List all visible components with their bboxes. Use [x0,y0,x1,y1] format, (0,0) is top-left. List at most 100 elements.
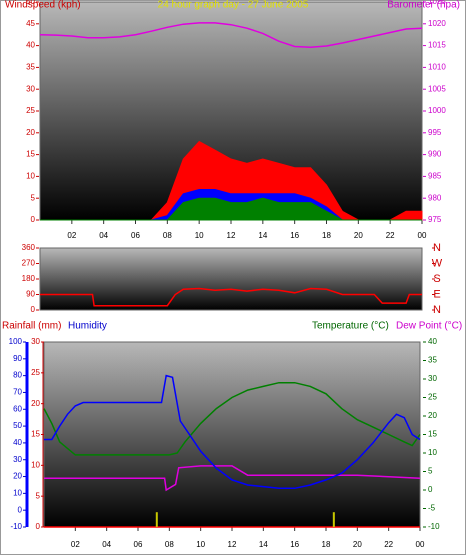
y-tick-label: 25 [26,106,35,115]
y2-tick-label: 20 [428,411,437,420]
y-tick-label: 270 [22,259,36,268]
x-tick-label: 02 [67,231,76,240]
y-tick-label: 0 [31,305,36,314]
y2-tick-label: 985 [428,172,442,181]
axis-title: Humidity [68,321,107,332]
y2-tick-label: 35 [428,356,437,365]
x-tick-label: 10 [195,231,204,240]
axis-title: Temperature (°C) [312,321,389,332]
y2-tick-label: 1000 [428,106,446,115]
plot-area [43,341,421,528]
y2-tick-label: 1005 [428,84,446,93]
x-tick-label: 10 [196,540,205,549]
y-tick-label: 360 [22,243,36,252]
y-tick-label: 90 [13,354,22,363]
line [39,22,423,49]
x-tick-label: 16 [290,231,299,240]
y2-tick-label: E [433,288,440,300]
y2-tick-label: 0 [428,485,433,494]
x-tick-label: 22 [384,540,393,549]
y-tick-label: 70 [13,388,22,397]
x-tick-label: 18 [322,231,331,240]
x-tick-label: 18 [322,540,331,549]
y-tick-label: 0 [31,215,36,224]
y-tick-label: 15 [26,150,35,159]
x-tick-label: 00 [416,540,425,549]
x-tick-label: 12 [228,540,237,549]
y2-tick-label: S [433,273,440,285]
y3-tick-label: 20 [31,399,40,408]
x-tick-label: 14 [258,231,267,240]
y2-tick-label: 975 [428,215,442,224]
y2-tick-label: 1010 [428,63,446,72]
y-tick-label: 50 [26,0,35,6]
y2-tick-label: 990 [428,150,442,159]
y2-tick-label: 980 [428,193,442,202]
y-tick-label: 40 [26,41,35,50]
x-tick-label: 16 [290,540,299,549]
y-tick-label: 40 [13,438,22,447]
y-tick-label: 100 [9,337,23,346]
y-tick-label: 60 [13,404,22,413]
y-tick-label: 45 [26,19,35,28]
y-tick-label: 0 [18,505,23,514]
y-tick-label: 30 [26,84,35,93]
y-tick-label: 35 [26,63,35,72]
y3-tick-label: 5 [36,491,41,500]
y-tick-label: -10 [10,522,22,531]
y3-tick-label: 10 [31,460,40,469]
x-tick-label: 00 [418,231,427,240]
x-tick-label: 20 [353,540,362,549]
x-tick-label: 08 [165,540,174,549]
y-tick-label: 10 [13,488,22,497]
x-tick-label: 04 [99,231,108,240]
axis-title: Windspeed (kph) [5,0,81,11]
y2-tick-label: 5 [428,467,433,476]
bar [332,512,335,527]
y2-tick-label: 1020 [428,19,446,28]
y-tick-label: 30 [13,455,22,464]
y3-tick-label: 25 [31,368,40,377]
axis-title: Barometer (hpa) [387,0,460,11]
y2-tick-label: 995 [428,128,442,137]
y2-tick-label: 15 [428,430,437,439]
y-tick-label: 20 [26,128,35,137]
axis-title: Dew Point (°C) [396,321,462,332]
x-tick-label: 04 [102,540,111,549]
line [40,287,422,307]
x-tick-label: 12 [227,231,236,240]
y2-tick-label: N [433,242,441,254]
plot-area [39,247,423,311]
y2-tick-label: 40 [428,337,437,346]
x-tick-label: 22 [386,231,395,240]
y2-tick-label: W [432,257,443,269]
line [43,381,421,456]
x-tick-label: 08 [163,231,172,240]
y2-tick-label: 25 [428,393,437,402]
y3-tick-label: 15 [31,430,40,439]
axis-title: Rainfall (mm) [2,321,61,332]
x-tick-label: 14 [259,540,268,549]
x-tick-label: 20 [354,231,363,240]
y2-tick-label: N [433,304,441,316]
y2-tick-label: 1025 [428,0,446,6]
area [40,197,422,221]
y-tick-label: 90 [26,290,35,299]
y2-tick-label: 30 [428,374,437,383]
y2-tick-label: 1015 [428,41,446,50]
y-tick-label: 80 [13,371,22,380]
y-tick-label: 50 [13,421,22,430]
x-tick-label: 02 [71,540,80,549]
y-tick-label: 180 [22,274,36,283]
y-tick-label: 20 [13,472,22,481]
line [44,465,421,492]
bar [155,512,158,527]
y-tick-label: 10 [26,172,35,181]
x-tick-label: 06 [134,540,143,549]
y3-tick-label: 30 [31,337,40,346]
y2-tick-label: 10 [428,448,437,457]
x-tick-label: 06 [131,231,140,240]
y-tick-label: 5 [31,193,36,202]
